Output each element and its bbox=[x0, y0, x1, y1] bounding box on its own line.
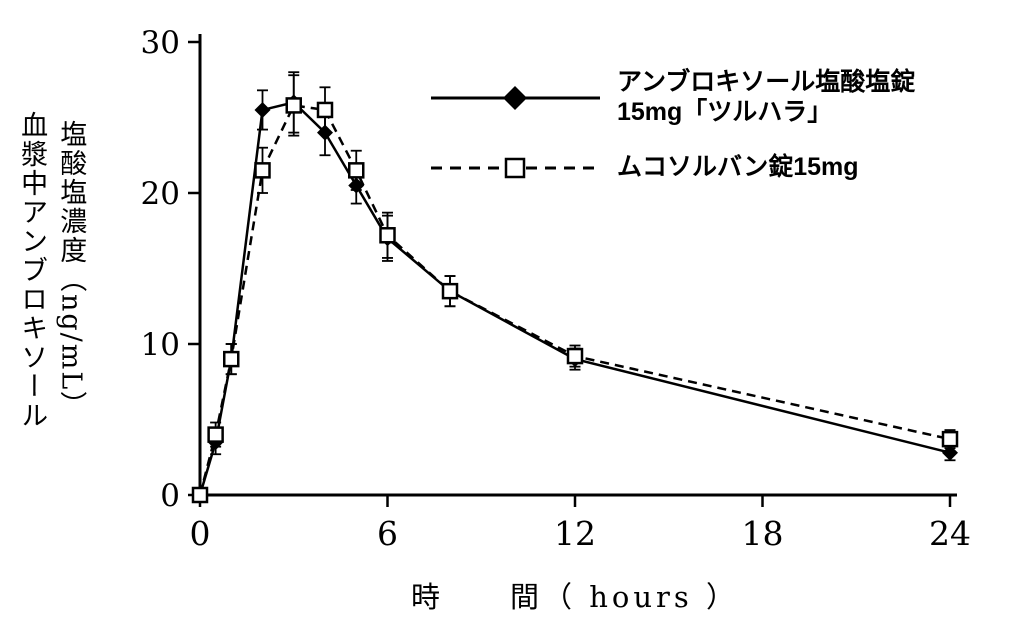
series-line-dashed bbox=[198, 104, 951, 496]
legend-item-mucosolvan: ムコソルバン錠15mg bbox=[428, 151, 915, 185]
open-square-marker bbox=[207, 426, 224, 443]
filled-diamond-marker bbox=[317, 124, 333, 141]
open-square-marker bbox=[191, 486, 209, 504]
legend-label-tsuruhara: アンブロキソール塩酸塩錠 15mg「ツルハラ」 bbox=[617, 68, 916, 126]
open-square-marker bbox=[566, 347, 584, 365]
x-tick-label: 24 bbox=[929, 514, 971, 553]
y-tick-label: 10 bbox=[141, 327, 180, 363]
filled-diamond-marker bbox=[254, 101, 271, 118]
open-square-marker bbox=[223, 350, 240, 368]
solid-line-filled-diamond-icon bbox=[431, 85, 600, 110]
legend-item-tsuruhara: アンブロキソール塩酸塩錠 15mg「ツルハラ」 bbox=[428, 68, 915, 127]
x-tick-label: 6 bbox=[377, 514, 398, 553]
legend-label-mucosolvan: ムコソルバン錠15mg bbox=[617, 153, 859, 182]
legend: アンブロキソール塩酸塩錠 15mg「ツルハラ」 ムコソルバン錠15mg bbox=[428, 68, 915, 185]
filled-diamond-marker bbox=[942, 444, 958, 461]
filled-diamond-marker bbox=[348, 177, 365, 194]
x-tick-label: 12 bbox=[554, 514, 596, 553]
dashed-line-open-square-icon bbox=[431, 157, 600, 179]
open-square-marker bbox=[379, 227, 396, 244]
open-square-marker bbox=[316, 101, 334, 119]
y-axis-label: 血漿中アンブロキソール 塩酸塩濃度（ng/mL） bbox=[12, 45, 90, 495]
y-axis-label-line2: 塩酸塩濃度（ng/mL） bbox=[55, 119, 87, 421]
y-tick-label: 20 bbox=[141, 176, 180, 212]
x-tick-label: 18 bbox=[742, 514, 784, 553]
open-square-marker bbox=[285, 97, 302, 114]
y-tick-label: 0 bbox=[160, 478, 180, 514]
y-axis-label-line1: 血漿中アンブロキソール bbox=[16, 110, 48, 430]
open-square-marker bbox=[941, 430, 959, 448]
open-square-marker bbox=[254, 162, 271, 179]
y-tick-label: 30 bbox=[141, 25, 180, 61]
x-tick-label: 0 bbox=[190, 514, 211, 553]
open-square-marker bbox=[441, 282, 459, 300]
open-square-marker bbox=[348, 162, 365, 179]
x-axis-label: 時 間（ hours ） bbox=[411, 580, 739, 614]
